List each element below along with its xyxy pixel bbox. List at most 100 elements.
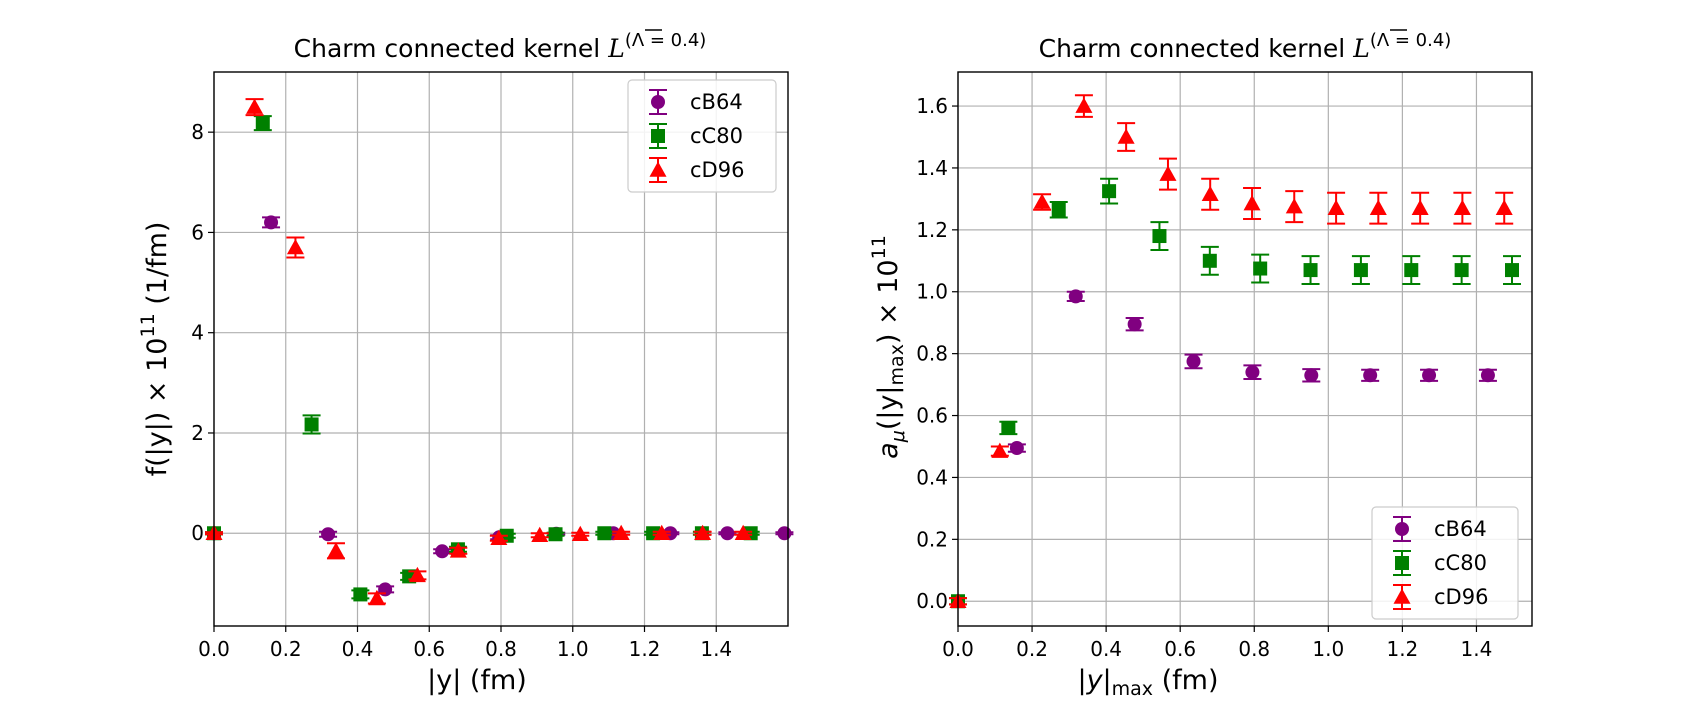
data-point-cB64 — [1363, 368, 1378, 383]
series-cD96 — [205, 98, 753, 606]
data-point-cD96 — [653, 524, 671, 541]
x-tick-label: 0.6 — [413, 637, 445, 661]
y-tick-label: 1.4 — [916, 156, 948, 180]
data-point-cB64 — [264, 215, 279, 230]
data-point-cD96 — [1033, 193, 1051, 209]
x-tick-label: 0.2 — [1016, 637, 1048, 661]
data-point-cD96 — [1159, 165, 1177, 181]
data-point-cD96 — [449, 542, 467, 558]
legend-label-cC80: cC80 — [690, 124, 743, 148]
data-point-cB64 — [1480, 368, 1495, 383]
data-point-cC80 — [1353, 263, 1368, 278]
x-tick-label: 0.2 — [270, 637, 302, 661]
data-point-cC80 — [1102, 184, 1117, 199]
data-point-cD96 — [1075, 97, 1093, 113]
left-y-axis-title: f(|y|) × 1011 (1/fm) — [137, 222, 173, 477]
data-point-cD96 — [734, 524, 752, 541]
data-point-cC80 — [1253, 261, 1268, 276]
data-point-cD96 — [246, 98, 264, 114]
x-tick-label: 0.4 — [342, 637, 374, 661]
data-point-cC80 — [255, 116, 270, 131]
data-point-cB64 — [1009, 441, 1024, 456]
data-point-cB64 — [1245, 365, 1260, 380]
left-legend: cB64 cC80 cD96 — [627, 79, 777, 193]
data-point-cD96 — [1369, 199, 1387, 215]
y-tick-label: 8 — [191, 120, 204, 144]
right-legend: cB64 cC80 cD96 — [1371, 506, 1519, 620]
data-point-cB64 — [720, 526, 735, 541]
left-marks — [205, 98, 794, 606]
y-tick-label: 0.2 — [916, 527, 948, 551]
x-tick-label: 0.8 — [1238, 637, 1270, 661]
x-tick-label: 0.8 — [485, 637, 517, 661]
y-tick-label: 2 — [191, 421, 204, 445]
legend-label-cD96: cD96 — [690, 158, 744, 182]
legend-marker-cC80 — [651, 129, 665, 143]
y-tick-label: 0.6 — [916, 404, 948, 428]
x-tick-label: 1.4 — [1461, 637, 1493, 661]
y-tick-label: 4 — [191, 321, 204, 345]
data-point-cD96 — [490, 529, 508, 546]
data-point-cD96 — [1411, 199, 1429, 215]
data-point-cC80 — [597, 526, 612, 541]
data-point-cC80 — [1303, 263, 1318, 278]
data-point-cD96 — [286, 238, 304, 255]
x-tick-label: 1.0 — [1312, 637, 1344, 661]
x-tick-label: 0.6 — [1164, 637, 1196, 661]
y-tick-label: 1.0 — [916, 280, 948, 304]
legend-marker-cB64 — [1395, 522, 1409, 536]
data-point-cC80 — [1152, 229, 1167, 244]
legend-box — [627, 79, 777, 193]
data-point-cB64 — [1127, 317, 1142, 332]
right-x-axis-title: |y|max (fm) — [1077, 665, 1218, 700]
right-axes-frame — [957, 71, 1533, 627]
data-point-cD96 — [571, 525, 589, 542]
data-point-cB64 — [1186, 354, 1201, 369]
legend-marker-cB64 — [651, 95, 665, 109]
y-tick-label: 0 — [191, 521, 204, 545]
data-point-cD96 — [1495, 199, 1513, 215]
data-point-cB64 — [321, 527, 336, 542]
data-point-cD96 — [1117, 128, 1135, 144]
data-point-cC80 — [353, 587, 368, 602]
series-cB64 — [1007, 289, 1497, 456]
data-point-cB64 — [1068, 289, 1083, 304]
right-ticks: 0.0 0.2 0.4 0.6 0.8 1.0 1.2 1.4 0.0 0.2 0.4 0.6 0.8 1… — [916, 94, 1492, 661]
data-point-cD96 — [1285, 198, 1303, 214]
data-point-cB64 — [435, 544, 450, 559]
legend-marker-cD96 — [649, 161, 667, 177]
y-tick-label: 1.2 — [916, 218, 948, 242]
left-axes-frame — [213, 71, 789, 627]
x-tick-label: 0.4 — [1090, 637, 1122, 661]
data-point-cD96 — [1453, 199, 1471, 215]
data-point-cC80 — [304, 417, 319, 432]
x-tick-label: 0.0 — [198, 637, 230, 661]
y-tick-label: 0.4 — [916, 465, 948, 489]
left-panel: 0.0 0.2 0.4 0.6 0.8 1.0 1.2 1.4 0 2 4 6 8 cB64 cC80 cD… — [137, 29, 794, 696]
right-chart-title: Charm connected kernel L(Λ = 0.4) — [1039, 30, 1452, 63]
y-tick-label: 0.8 — [916, 342, 948, 366]
data-point-cC80 — [1505, 263, 1520, 278]
left-chart-title: Charm connected kernel L(Λ = 0.4) — [294, 30, 707, 63]
data-point-cD96 — [531, 526, 549, 543]
data-point-cD96 — [991, 442, 1009, 458]
right-y-axis-title: aμ(|y|max) × 1011 — [868, 235, 909, 459]
x-tick-label: 0.0 — [942, 637, 974, 661]
data-point-cC80 — [1001, 420, 1016, 435]
y-tick-label: 1.6 — [916, 94, 948, 118]
data-point-cD96 — [368, 589, 386, 606]
left-ticks: 0.0 0.2 0.4 0.6 0.8 1.0 1.2 1.4 0 2 4 6 8 — [191, 120, 732, 661]
data-point-cB64 — [777, 526, 792, 541]
data-point-cC80 — [1404, 263, 1419, 278]
data-point-cD96 — [1201, 185, 1219, 202]
legend-box — [1371, 506, 1519, 620]
data-point-cC80 — [548, 527, 563, 542]
x-tick-label: 1.0 — [557, 637, 589, 661]
y-tick-label: 0.0 — [916, 589, 948, 613]
legend-label-cB64: cB64 — [1434, 517, 1487, 541]
data-point-cD96 — [612, 524, 630, 541]
x-tick-label: 1.2 — [1386, 637, 1418, 661]
data-point-cB64 — [1422, 368, 1437, 383]
left-x-axis-title: |y| (fm) — [427, 665, 527, 696]
